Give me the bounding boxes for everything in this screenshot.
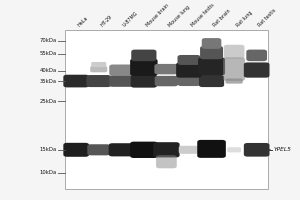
FancyBboxPatch shape (130, 59, 158, 76)
FancyBboxPatch shape (87, 144, 110, 155)
FancyBboxPatch shape (156, 155, 177, 168)
Text: Mouse lung: Mouse lung (167, 4, 191, 28)
FancyBboxPatch shape (197, 140, 226, 158)
FancyBboxPatch shape (200, 46, 223, 59)
Text: Rat testis: Rat testis (258, 8, 278, 28)
Text: U-87MG: U-87MG (122, 11, 140, 28)
FancyBboxPatch shape (130, 142, 158, 158)
FancyBboxPatch shape (86, 75, 111, 87)
FancyBboxPatch shape (131, 74, 157, 88)
Text: YPEL5: YPEL5 (273, 147, 291, 152)
FancyBboxPatch shape (176, 62, 202, 78)
FancyBboxPatch shape (226, 78, 243, 84)
Text: 55kDa: 55kDa (40, 51, 57, 56)
FancyBboxPatch shape (65, 30, 268, 189)
FancyBboxPatch shape (90, 66, 107, 72)
Text: Mouse testis: Mouse testis (190, 3, 215, 28)
Text: 10kDa: 10kDa (40, 170, 57, 175)
FancyBboxPatch shape (244, 143, 269, 157)
FancyBboxPatch shape (109, 143, 134, 156)
FancyBboxPatch shape (224, 45, 244, 59)
FancyBboxPatch shape (179, 146, 199, 154)
Text: HeLa: HeLa (77, 16, 89, 28)
Text: HT-29: HT-29 (100, 14, 113, 28)
Text: 70kDa: 70kDa (40, 38, 57, 43)
Text: Rat brain: Rat brain (212, 8, 232, 28)
Text: Rat lung: Rat lung (235, 10, 253, 28)
FancyBboxPatch shape (198, 57, 225, 75)
FancyBboxPatch shape (63, 143, 89, 157)
FancyBboxPatch shape (202, 38, 221, 49)
FancyBboxPatch shape (154, 64, 178, 74)
FancyBboxPatch shape (131, 50, 157, 61)
Text: 35kDa: 35kDa (40, 79, 57, 84)
FancyBboxPatch shape (199, 75, 224, 87)
FancyBboxPatch shape (109, 64, 133, 76)
FancyBboxPatch shape (178, 55, 200, 65)
Text: 25kDa: 25kDa (40, 99, 57, 104)
FancyBboxPatch shape (227, 147, 241, 152)
FancyBboxPatch shape (63, 75, 89, 87)
FancyBboxPatch shape (91, 62, 106, 67)
FancyBboxPatch shape (246, 50, 267, 61)
FancyBboxPatch shape (109, 75, 134, 87)
Text: Mouse brain: Mouse brain (145, 3, 170, 28)
Text: 15kDa: 15kDa (40, 147, 57, 152)
FancyBboxPatch shape (153, 142, 180, 157)
FancyBboxPatch shape (223, 57, 245, 81)
FancyBboxPatch shape (178, 76, 200, 86)
Text: 40kDa: 40kDa (40, 68, 57, 73)
FancyBboxPatch shape (155, 76, 178, 86)
FancyBboxPatch shape (244, 62, 269, 78)
